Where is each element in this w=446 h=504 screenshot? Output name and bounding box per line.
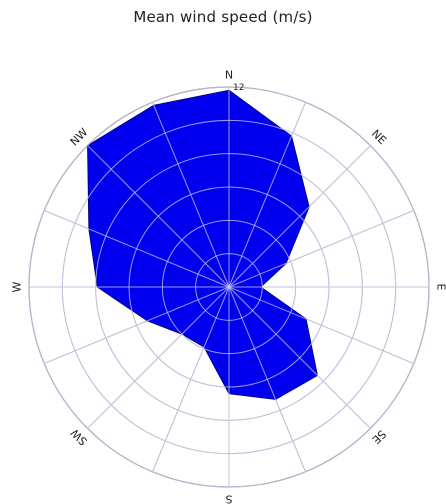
chart-title: Mean wind speed (m/s) bbox=[133, 8, 313, 26]
grid-spoke-overlay bbox=[44, 286, 230, 364]
grid-spoke-overlay bbox=[228, 145, 371, 288]
grid-spoke-overlay bbox=[228, 210, 414, 288]
grid-spoke-overlay bbox=[44, 210, 230, 288]
direction-label-e: E bbox=[435, 284, 446, 291]
grid-spoke-overlay bbox=[228, 286, 306, 472]
direction-label-nw: NW bbox=[68, 126, 91, 149]
grid-spoke-overlay bbox=[152, 286, 230, 472]
data-layer bbox=[87, 89, 318, 400]
grid-spoke-overlay bbox=[228, 102, 306, 288]
direction-label-se: SE bbox=[369, 427, 388, 446]
direction-label-n: N bbox=[225, 69, 233, 82]
direction-label-ne: NE bbox=[369, 127, 389, 147]
direction-label-w: W bbox=[11, 281, 24, 292]
grid-spoke-overlay bbox=[87, 145, 230, 288]
grid-spoke-overlay bbox=[228, 286, 371, 429]
wind-speed-area bbox=[87, 89, 318, 400]
direction-label-sw: SW bbox=[68, 426, 90, 448]
direction-label-s: S bbox=[225, 493, 232, 504]
grid-overlay bbox=[28, 86, 430, 488]
radial-tick-label: 12 bbox=[233, 83, 244, 93]
grid-spoke-overlay bbox=[87, 286, 230, 429]
grid-spoke-overlay bbox=[152, 102, 230, 288]
grid-spoke-overlay bbox=[228, 286, 414, 364]
